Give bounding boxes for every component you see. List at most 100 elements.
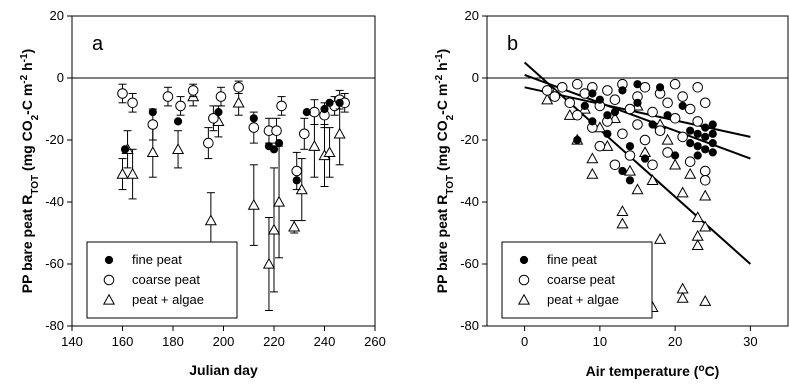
data-point xyxy=(610,108,620,117)
y-axis-title: PP bare peat RTOT (mg CO2-C m-2 h-1) xyxy=(434,49,456,293)
data-point xyxy=(676,282,689,294)
data-point xyxy=(148,108,157,117)
series-fine-peat xyxy=(573,80,717,185)
x-tick-label: 10 xyxy=(593,334,607,349)
text-part: ) xyxy=(434,49,450,54)
text-part: (mg CO xyxy=(434,120,450,175)
data-point xyxy=(633,98,642,107)
data-point xyxy=(693,142,702,151)
text-part: -1 xyxy=(434,53,445,62)
x-tick-label: 160 xyxy=(112,334,134,349)
data-point xyxy=(267,223,281,235)
data-point xyxy=(684,156,696,167)
data-point xyxy=(609,94,621,105)
data-point xyxy=(564,97,576,109)
data-point xyxy=(588,89,597,98)
data-point xyxy=(175,100,186,112)
legend-marker xyxy=(519,255,529,265)
y-tick-label: 20 xyxy=(465,8,479,23)
data-point xyxy=(127,97,138,109)
data-point xyxy=(173,117,183,126)
text-part: TOT xyxy=(445,175,456,195)
data-point xyxy=(187,85,199,96)
data-point xyxy=(291,165,303,177)
data-point xyxy=(295,183,308,195)
text-part: Air temperature ( xyxy=(586,363,699,379)
legend-label: coarse peat xyxy=(547,272,615,287)
data-point xyxy=(708,120,717,129)
regression-line xyxy=(523,61,752,265)
data-point xyxy=(699,97,711,109)
y-tick-label: 0 xyxy=(472,70,479,85)
data-point xyxy=(639,82,651,93)
data-point xyxy=(302,108,311,117)
x-axis-title: Julian day xyxy=(189,362,258,378)
text-part: -1 xyxy=(19,53,30,62)
data-point xyxy=(616,205,629,216)
x-tick-label: 140 xyxy=(61,334,83,349)
data-point xyxy=(699,294,712,306)
text-part: PP bare peat R xyxy=(434,195,450,294)
y-tick-label: -20 xyxy=(460,132,479,147)
x-tick-label: 180 xyxy=(162,334,184,349)
data-point xyxy=(323,146,336,158)
data-point xyxy=(541,93,554,105)
data-point xyxy=(586,167,599,179)
data-point xyxy=(699,220,712,232)
data-point xyxy=(669,158,682,170)
legend-label: fine peat xyxy=(132,252,182,267)
panel-a: -80 -60 -40 -20 0 20 140 160 180 200 220 240 260 a Jul… xyxy=(19,8,386,378)
data-point xyxy=(308,139,321,151)
data-point xyxy=(624,103,636,115)
data-point xyxy=(586,152,599,164)
text-part: -2 xyxy=(19,74,30,83)
data-point xyxy=(146,146,159,158)
plot-frame xyxy=(486,15,789,327)
y-tick-label: -40 xyxy=(460,194,479,209)
x-tick-label: 30 xyxy=(743,334,757,349)
data-point xyxy=(617,128,628,140)
data-point xyxy=(678,101,687,111)
x-tick-label: 20 xyxy=(668,334,682,349)
x-tick-label: 220 xyxy=(263,334,285,349)
data-point xyxy=(215,91,227,102)
data-point xyxy=(116,167,129,179)
data-point xyxy=(691,229,704,241)
data-point xyxy=(204,214,217,226)
x-tick-label: 200 xyxy=(213,334,235,349)
data-point xyxy=(640,154,650,163)
data-point xyxy=(692,116,704,127)
data-point xyxy=(172,143,185,154)
legend-label: peat + algae xyxy=(547,292,619,307)
legend-label: coarse peat xyxy=(132,272,200,287)
series-coarse-peat xyxy=(541,78,711,186)
data-point xyxy=(588,117,597,126)
data-point xyxy=(699,165,711,177)
data-point xyxy=(708,129,717,138)
data-point xyxy=(609,159,621,171)
data-point xyxy=(248,122,260,133)
data-point xyxy=(325,98,334,107)
data-point xyxy=(120,145,130,154)
y-tick-label: -80 xyxy=(45,318,64,333)
data-point xyxy=(126,167,139,179)
y-tick-label: -20 xyxy=(45,132,64,147)
data-point xyxy=(625,176,635,185)
data-point xyxy=(232,96,245,108)
data-point xyxy=(117,88,128,99)
data-point xyxy=(541,85,553,96)
data-point xyxy=(676,186,689,198)
data-point xyxy=(249,114,258,123)
text-part: C) xyxy=(705,363,720,379)
x-tick-label: 0 xyxy=(521,334,528,349)
text-part: -C m xyxy=(19,84,35,115)
data-point xyxy=(618,166,627,176)
y-tick-label: -60 xyxy=(45,256,64,271)
legend-marker xyxy=(517,293,531,305)
data-point xyxy=(269,145,279,154)
data-point xyxy=(691,239,704,251)
text-part: h xyxy=(434,62,450,74)
data-point xyxy=(639,134,651,146)
data-point xyxy=(595,95,604,104)
